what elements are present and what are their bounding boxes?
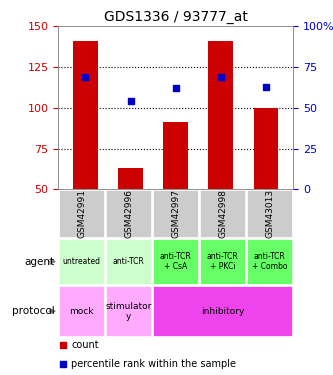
Bar bbox=[59, 286, 104, 336]
Text: untreated: untreated bbox=[63, 257, 101, 266]
Bar bbox=[106, 190, 151, 237]
Bar bbox=[208, 41, 233, 189]
Bar bbox=[59, 190, 104, 237]
Bar bbox=[247, 239, 292, 284]
Text: GSM43013: GSM43013 bbox=[265, 189, 274, 238]
Bar bbox=[106, 286, 151, 336]
Text: count: count bbox=[71, 340, 99, 350]
Bar bbox=[247, 190, 292, 237]
Point bbox=[218, 74, 223, 80]
Text: anti-TCR
+ CsA: anti-TCR + CsA bbox=[160, 252, 191, 271]
Text: mock: mock bbox=[70, 307, 94, 316]
Point bbox=[60, 342, 66, 348]
Bar bbox=[59, 239, 104, 284]
Bar bbox=[73, 41, 98, 189]
Text: percentile rank within the sample: percentile rank within the sample bbox=[71, 358, 236, 369]
Bar bbox=[153, 239, 198, 284]
Text: protocol: protocol bbox=[12, 306, 55, 316]
Bar bbox=[200, 239, 245, 284]
Point bbox=[128, 98, 133, 104]
Text: agent: agent bbox=[25, 256, 55, 267]
Text: GSM42996: GSM42996 bbox=[124, 189, 133, 238]
Text: anti-TCR
+ Combo: anti-TCR + Combo bbox=[252, 252, 287, 271]
Point bbox=[173, 85, 178, 91]
Text: anti-TCR
+ PKCi: anti-TCR + PKCi bbox=[207, 252, 238, 271]
Bar bbox=[118, 168, 143, 189]
Bar bbox=[253, 108, 278, 189]
Text: GSM42991: GSM42991 bbox=[77, 189, 86, 238]
Bar bbox=[153, 190, 198, 237]
Bar bbox=[200, 190, 245, 237]
Bar bbox=[153, 286, 292, 336]
Text: anti-TCR: anti-TCR bbox=[113, 257, 145, 266]
Bar bbox=[106, 239, 151, 284]
Text: inhibitory: inhibitory bbox=[201, 307, 244, 316]
Point bbox=[60, 361, 66, 367]
Text: GSM42998: GSM42998 bbox=[218, 189, 227, 238]
Text: stimulator
y: stimulator y bbox=[106, 302, 152, 321]
Point bbox=[263, 84, 269, 90]
Text: GSM42997: GSM42997 bbox=[171, 189, 180, 238]
Bar bbox=[163, 123, 188, 189]
Title: GDS1336 / 93777_at: GDS1336 / 93777_at bbox=[104, 10, 248, 24]
Point bbox=[83, 74, 88, 80]
